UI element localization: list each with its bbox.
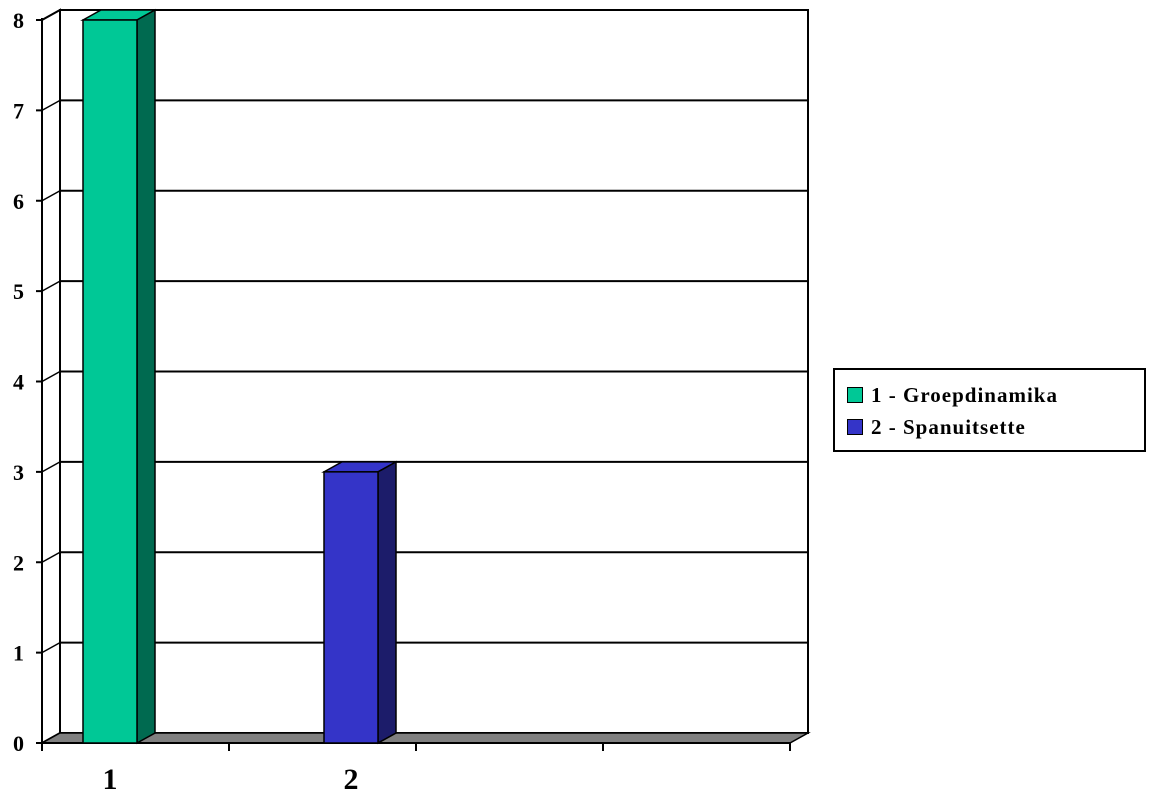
- y-tick-label: 3: [13, 460, 24, 485]
- side-gridline: [41, 190, 61, 202]
- side-gridline: [41, 9, 61, 21]
- side-gridline: [41, 99, 61, 112]
- chart-legend: 1 - Groepdinamika 2 - Spanuitsette: [833, 368, 1146, 452]
- legend-swatch-series-1: [847, 387, 863, 403]
- y-tick-label: 4: [13, 370, 24, 395]
- y-tick-label: 5: [13, 279, 24, 304]
- side-gridline: [41, 641, 61, 654]
- bar-side: [136, 8, 156, 745]
- bar: [82, 19, 138, 744]
- y-tick-label: 8: [13, 8, 24, 33]
- legend-item-series-2: 2 - Spanuitsette: [847, 411, 1144, 443]
- legend-label-series-1: 1 - Groepdinamika: [871, 382, 1058, 407]
- legend-item-series-1: 1 - Groepdinamika: [847, 379, 1144, 411]
- x-tick-label: 2: [344, 763, 359, 796]
- y-tick-label: 7: [13, 98, 24, 123]
- x-tick-label: 1: [103, 763, 118, 796]
- legend-label-series-2: 2 - Spanuitsette: [871, 414, 1026, 439]
- side-gridline: [41, 280, 61, 292]
- bar: [323, 471, 379, 744]
- chart-floor: [39, 732, 811, 744]
- side-gridline: [41, 461, 61, 473]
- y-tick-label: 1: [13, 641, 24, 666]
- bar-side: [377, 460, 397, 745]
- y-tick-label: 2: [13, 550, 24, 575]
- legend-swatch-series-2: [847, 419, 863, 435]
- side-gridline: [41, 551, 61, 563]
- side-gridline: [41, 370, 61, 383]
- y-tick-label: 0: [13, 731, 24, 756]
- y-tick-label: 6: [13, 189, 24, 214]
